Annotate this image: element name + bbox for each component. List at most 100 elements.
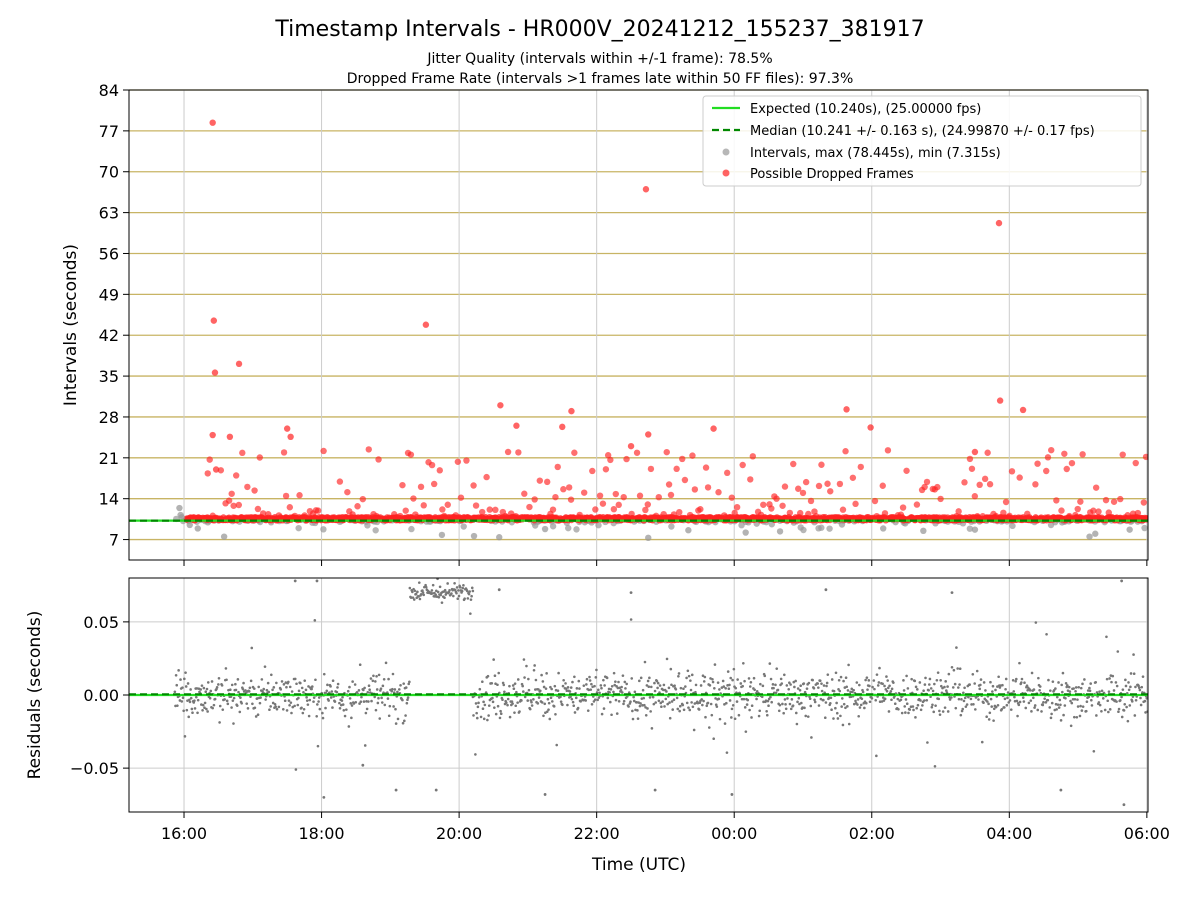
residual-point <box>434 593 437 596</box>
residual-point <box>718 717 722 721</box>
residual-point <box>603 684 606 687</box>
residual-point <box>931 703 934 707</box>
residual-point <box>317 696 321 699</box>
residual-point <box>803 706 806 710</box>
residual-point <box>694 683 698 687</box>
residual-point <box>236 678 240 681</box>
residual-point <box>419 592 423 596</box>
residual-point <box>681 703 685 707</box>
residual-point <box>264 698 267 701</box>
residual-point <box>290 711 293 715</box>
residual-point <box>269 705 272 708</box>
dropped-frame-point <box>1129 510 1137 517</box>
residual-point <box>1045 632 1048 636</box>
residual-point <box>846 705 849 708</box>
residual-point <box>832 717 835 720</box>
residual-point <box>281 707 285 711</box>
residual-point <box>193 699 196 702</box>
residual-point <box>665 690 668 693</box>
residual-point <box>557 671 560 675</box>
dropped-frame-point <box>1066 512 1073 520</box>
dropped-frame-point <box>628 510 635 518</box>
residual-point <box>728 683 731 687</box>
residual-point <box>687 674 691 678</box>
residual-point <box>457 589 460 592</box>
dropped-frame-point <box>966 455 974 463</box>
residual-point <box>312 700 315 703</box>
intervals-y-tick-label: 14 <box>99 490 119 509</box>
residual-point <box>922 699 926 702</box>
dropped-frame-point <box>676 508 683 516</box>
dropped-frame-point <box>981 475 989 483</box>
residual-point <box>324 706 327 710</box>
residual-point <box>889 689 893 693</box>
residual-point <box>498 716 502 720</box>
residual-point <box>984 689 987 692</box>
residual-point <box>271 701 275 705</box>
residual-point <box>465 589 469 593</box>
residual-point <box>262 687 266 691</box>
residual-point <box>547 701 551 705</box>
residual-point <box>290 690 294 693</box>
residual-point <box>374 708 378 712</box>
dropped-frame-point <box>731 509 738 517</box>
residual-point <box>293 579 297 583</box>
residual-point <box>992 707 996 711</box>
residual-point <box>1107 690 1111 693</box>
interval-point <box>573 526 580 533</box>
residual-point <box>672 698 676 702</box>
residual-point <box>1134 685 1137 689</box>
residual-point <box>842 702 846 706</box>
dropped-frame-point <box>1134 509 1142 517</box>
residual-point <box>1016 714 1019 718</box>
residual-point <box>424 583 427 587</box>
residual-point <box>348 697 352 700</box>
residual-point <box>1006 691 1010 694</box>
residual-point <box>1012 690 1016 693</box>
residual-point <box>1139 696 1142 700</box>
residual-point <box>762 700 765 704</box>
residual-point <box>706 701 710 705</box>
residual-point <box>868 684 871 688</box>
residual-point <box>1139 703 1143 707</box>
residual-point <box>225 699 229 703</box>
dropped-frame-point <box>549 506 557 513</box>
residual-point <box>579 700 582 703</box>
residual-point <box>834 671 838 675</box>
residual-point <box>1033 706 1036 709</box>
residual-point <box>702 680 706 683</box>
dropped-frame-point <box>652 512 660 520</box>
residual-point <box>504 701 508 705</box>
residual-point <box>1059 719 1063 722</box>
dropped-frame-point <box>441 512 448 520</box>
dropped-frame-point <box>230 502 237 509</box>
residual-point <box>639 702 642 705</box>
residual-point <box>701 674 705 677</box>
residual-point <box>817 704 821 707</box>
residual-point <box>577 679 581 683</box>
residual-point <box>176 704 179 707</box>
residual-point <box>321 716 325 720</box>
residual-point <box>549 685 552 689</box>
residual-point <box>630 677 634 680</box>
residual-point <box>1050 701 1054 705</box>
x-tick-label: 16:00 <box>161 824 207 843</box>
residual-point <box>280 680 284 683</box>
residual-point <box>921 704 924 707</box>
residual-point <box>376 701 380 705</box>
residual-point <box>948 698 952 701</box>
residual-point <box>750 704 754 708</box>
residual-point <box>1124 684 1128 688</box>
residual-point <box>793 685 796 689</box>
residual-point <box>902 689 906 692</box>
residual-point <box>206 681 210 684</box>
residual-point <box>729 676 733 680</box>
residual-point <box>189 696 193 700</box>
dropped-frame-point <box>1002 498 1010 506</box>
residual-point <box>406 698 409 701</box>
legend-median-label: Median (10.241 +/- 0.163 s), (24.99870 +… <box>750 124 1095 139</box>
residual-point <box>856 703 859 706</box>
residual-point <box>1120 695 1123 699</box>
residual-point <box>739 682 743 685</box>
residual-point <box>822 684 826 687</box>
